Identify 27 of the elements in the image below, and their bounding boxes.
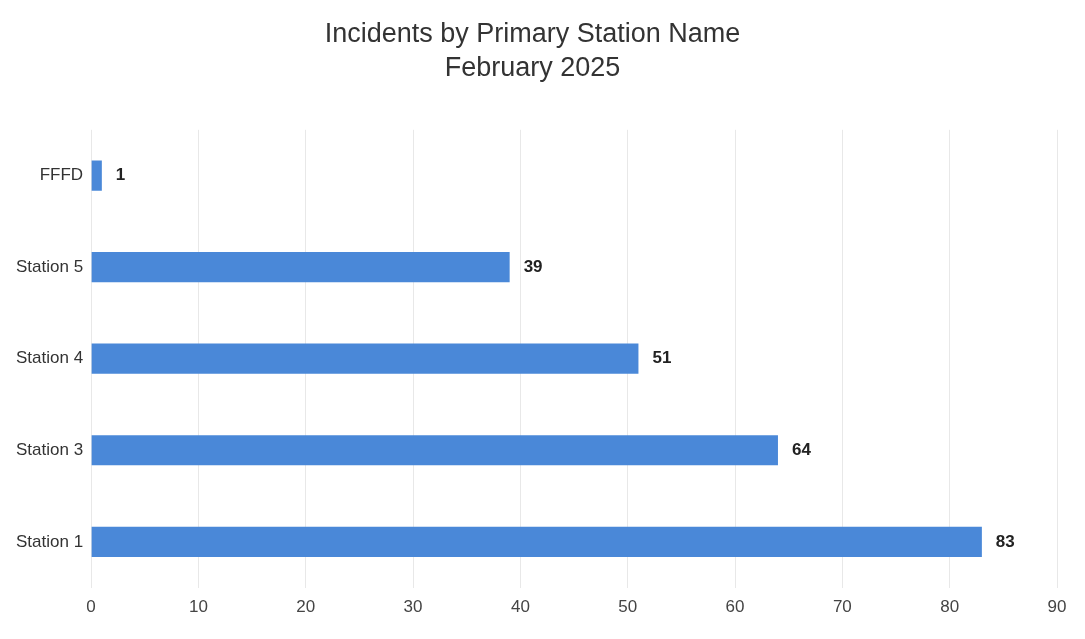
data-label: 83 xyxy=(995,531,1015,551)
y-tick-label: Station 3 xyxy=(15,439,84,459)
x-tick-label: 70 xyxy=(832,597,852,617)
data-label: 1 xyxy=(115,165,126,185)
x-tick-label: 60 xyxy=(725,597,745,617)
x-tick-label: 80 xyxy=(940,597,960,617)
chart-title: Incidents by Primary Station Name xyxy=(324,17,741,48)
data-label: 39 xyxy=(523,256,543,276)
data-label: 64 xyxy=(791,439,812,459)
x-tick-label: 30 xyxy=(403,597,423,617)
x-tick-label: 40 xyxy=(510,597,530,617)
y-tick-label: FFFD xyxy=(39,165,84,185)
y-tick-label: Station 4 xyxy=(15,348,84,368)
x-tick-label: 0 xyxy=(86,597,96,617)
bar xyxy=(91,343,639,374)
data-label: 51 xyxy=(652,348,672,368)
x-tick-label: 10 xyxy=(188,597,208,617)
x-tick-label: 90 xyxy=(1047,597,1067,617)
x-tick-label: 50 xyxy=(618,597,638,617)
y-tick-label: Station 1 xyxy=(15,531,84,551)
x-tick-label: 20 xyxy=(296,597,316,617)
bar xyxy=(91,435,778,466)
bar xyxy=(91,160,102,191)
bar xyxy=(91,252,510,283)
bar xyxy=(91,526,982,557)
y-tick-label: Station 5 xyxy=(15,256,84,276)
chart-subtitle: February 2025 xyxy=(444,52,621,83)
